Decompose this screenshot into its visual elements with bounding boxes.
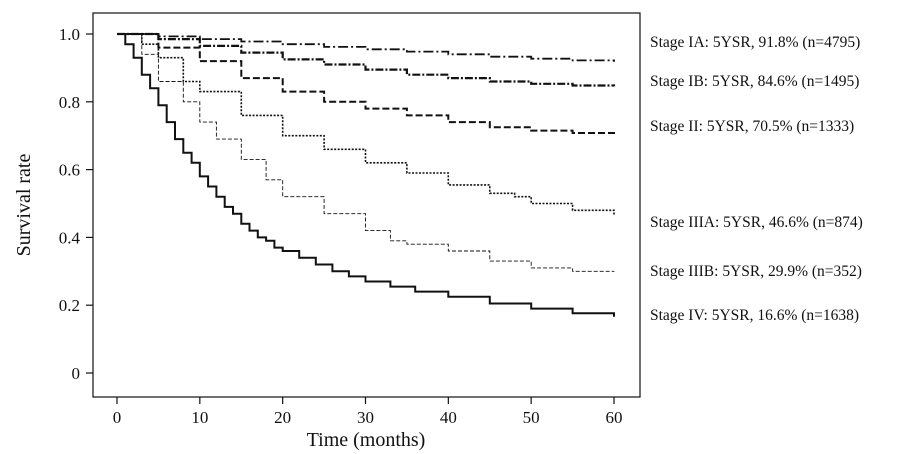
x-tick-label: 40 bbox=[440, 408, 457, 427]
series-line bbox=[117, 33, 615, 62]
y-tick-label: 0.2 bbox=[59, 296, 80, 315]
plot-frame bbox=[92, 12, 641, 398]
y-tick-label: 0 bbox=[72, 364, 81, 383]
y-axis: 0 0.2 0.4 0.6 0.8 1.0 bbox=[59, 25, 93, 383]
x-axis: 0 10 20 30 40 50 60 bbox=[113, 397, 623, 427]
y-tick-label: 0.8 bbox=[59, 93, 80, 112]
series-label: Stage IIIB: 5YSR, 29.9% (n=352) bbox=[650, 263, 862, 280]
x-tick-label: 10 bbox=[191, 408, 208, 427]
series-line bbox=[117, 33, 615, 215]
x-tick-label: 30 bbox=[357, 408, 374, 427]
y-tick-label: 1.0 bbox=[59, 25, 80, 44]
y-tick-label: 0.6 bbox=[59, 161, 80, 180]
series-label: Stage IA: 5YSR, 91.8% (n=4795) bbox=[650, 34, 860, 51]
x-tick-label: 50 bbox=[523, 408, 540, 427]
series-line bbox=[117, 33, 615, 134]
series-label: Stage IB: 5YSR, 84.6% (n=1495) bbox=[650, 73, 859, 90]
series-layer bbox=[117, 32, 616, 317]
x-axis-title: Time (months) bbox=[307, 429, 426, 451]
series-label: Stage II: 5YSR, 70.5% (n=1333) bbox=[650, 118, 854, 135]
y-tick-label: 0.4 bbox=[59, 228, 81, 247]
y-axis-title: Survival rate bbox=[13, 154, 35, 257]
x-tick-label: 20 bbox=[274, 408, 291, 427]
x-tick-label: 0 bbox=[113, 408, 122, 427]
series-label: Stage IIIA: 5YSR, 46.6% (n=874) bbox=[650, 214, 863, 231]
series-line bbox=[117, 33, 615, 317]
x-tick-label: 60 bbox=[606, 408, 623, 427]
series-line bbox=[117, 33, 615, 272]
legend-layer: Stage IA: 5YSR, 91.8% (n=4795) Stage IB: … bbox=[650, 34, 863, 324]
series-label: Stage IV: 5YSR, 16.6% (n=1638) bbox=[650, 307, 859, 324]
series-line bbox=[117, 32, 616, 87]
